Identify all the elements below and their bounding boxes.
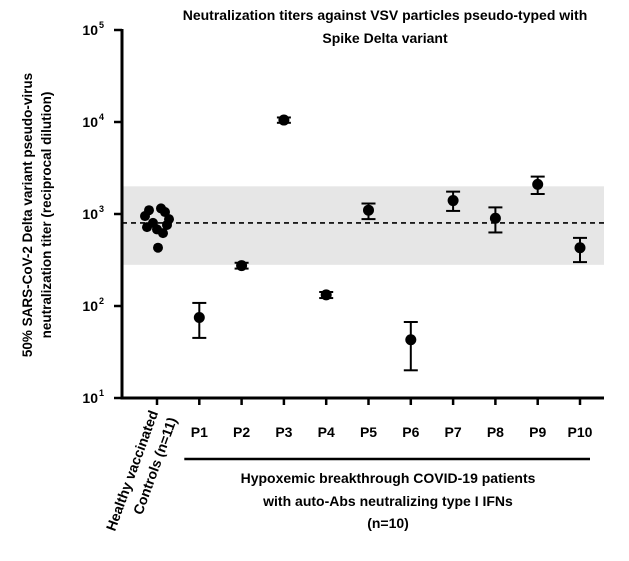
y-axis-label-line-2: neutralization titer (reciprocal dilutio… xyxy=(39,92,54,339)
y-tick-exponent: 4 xyxy=(99,112,104,122)
y-tick-exponent: 1 xyxy=(99,388,104,398)
y-tick-exponent: 5 xyxy=(99,20,104,30)
x-tick-label-p10: P10 xyxy=(568,424,593,440)
patient-p4-marker xyxy=(319,289,334,301)
chart-title-line-2: Spike Delta variant xyxy=(322,30,448,46)
mean-point xyxy=(278,114,290,126)
group-label-line-1: Hypoxemic breakthrough COVID-19 patients xyxy=(241,470,536,486)
y-tick-label: 10 xyxy=(82,206,98,222)
x-tick-label-p3: P3 xyxy=(275,424,292,440)
mean-point xyxy=(363,204,374,216)
patient-p3-marker xyxy=(276,114,291,126)
y-tick-exponent: 2 xyxy=(99,296,104,306)
x-tick-label-p2: P2 xyxy=(233,424,250,440)
group-label-line-2: with auto-Abs neutralizing type I IFNs xyxy=(262,493,513,509)
mean-point xyxy=(236,260,248,272)
patient-p2-marker xyxy=(234,260,249,272)
group-label-line-3: (n=10) xyxy=(367,515,409,531)
mean-point xyxy=(532,178,544,190)
x-tick-label-p7: P7 xyxy=(445,424,462,440)
x-tick-label-p5: P5 xyxy=(360,424,377,440)
x-tick-label-p6: P6 xyxy=(402,424,419,440)
y-tick-exponent: 3 xyxy=(99,204,104,214)
patient-p9-marker xyxy=(530,175,545,195)
mean-point xyxy=(574,242,586,254)
patient-p7-marker xyxy=(446,190,461,212)
patient-p6-marker xyxy=(403,321,418,372)
y-tick-label: 10 xyxy=(82,298,98,314)
control-point xyxy=(162,219,172,230)
x-tick-label-p8: P8 xyxy=(487,424,504,440)
y-tick-label: 10 xyxy=(82,390,98,406)
x-ticks: P1 P2 P3 P4 P5 P6 P7 P8 P9 P10 Healthy vaccinatedC… xyxy=(103,398,593,533)
mean-point xyxy=(320,289,332,301)
patient-p1-marker xyxy=(192,301,207,339)
y-axis-label-line-1: 50% SARS-CoV-2 Delta variant pseudo-viru… xyxy=(20,73,35,357)
x-tick-label-p9: P9 xyxy=(529,424,546,440)
control-point xyxy=(140,211,150,222)
chart-title: Neutralization titers against VSV partic… xyxy=(183,7,588,46)
y-axis-label: 50% SARS-CoV-2 Delta variant pseudo-viru… xyxy=(20,73,54,357)
y-tick-label: 10 xyxy=(82,114,98,130)
control-point xyxy=(153,242,163,253)
x-tick-label-p4: P4 xyxy=(318,424,335,440)
patient-group-annotation: Hypoxemic breakthrough COVID-19 patients… xyxy=(184,457,590,531)
mean-point xyxy=(405,334,417,346)
mean-point xyxy=(193,311,205,323)
reference-band xyxy=(122,186,604,265)
y-tick-label: 10 xyxy=(82,22,98,38)
patient-p5-marker xyxy=(361,202,376,221)
mean-point xyxy=(447,195,459,207)
patient-p10-marker xyxy=(573,236,587,264)
chart-title-line-1: Neutralization titers against VSV partic… xyxy=(183,7,588,23)
mean-point xyxy=(489,212,501,224)
control-point xyxy=(158,228,168,239)
data-marks xyxy=(140,114,587,372)
patient-p8-marker xyxy=(488,206,503,234)
x-tick-label-p1: P1 xyxy=(191,424,208,440)
control-point xyxy=(142,222,152,233)
